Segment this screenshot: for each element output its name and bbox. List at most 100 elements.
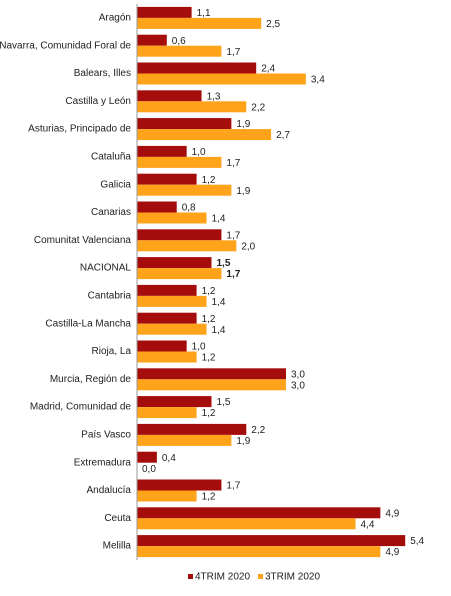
category-label: Extremadura [74,457,132,468]
value-label: 1,5 [217,397,231,408]
bar [137,323,207,335]
value-label: 4,9 [385,547,399,558]
value-label: 2,2 [251,102,265,113]
bar [137,257,212,269]
bar [137,268,222,280]
bar [137,284,197,296]
bar [137,507,381,519]
category-label: País Vasco [81,430,131,441]
value-label: 2,7 [276,130,290,141]
bar [137,45,222,57]
value-label: 1,4 [212,214,226,225]
category-label: Andalucía [87,485,132,496]
category-label: Castilla y León [65,96,131,107]
bar [137,90,202,102]
value-label: 4,9 [385,508,399,519]
value-label: 2,0 [241,241,255,252]
value-label: 3,4 [311,75,325,86]
category-label: Comunitat Valenciana [34,235,132,246]
bar [137,129,272,141]
bar [137,434,232,446]
legend-label: 3TRIM 2020 [265,572,320,583]
bar [137,101,247,113]
value-label: 0,4 [162,453,176,464]
value-label: 4,4 [361,519,375,530]
bar [137,156,222,168]
bar [137,351,197,363]
bar [137,340,187,352]
value-label: 0,8 [182,203,196,214]
bar [137,295,207,307]
value-label: 1,0 [192,147,206,158]
value-label: 1,5 [217,258,231,269]
value-label: 1,7 [226,47,240,58]
category-label: Cataluña [91,152,131,163]
bar [137,312,197,324]
value-label: 0,6 [172,36,186,47]
bar [137,118,232,130]
bar [137,368,286,380]
category-label: Asturias, Principado de [28,124,131,135]
bar [137,229,222,241]
value-label: 2,4 [261,64,275,75]
bar [137,451,157,463]
legend-swatch [188,574,193,579]
category-label: Ceuta [104,513,131,524]
value-label: 1,2 [202,314,216,325]
bar [137,201,177,213]
bar [137,479,222,491]
value-label: 1,7 [226,269,240,280]
category-label: Balears, Illes [74,68,131,79]
category-label: Castilla-La Mancha [45,318,131,329]
legend-label: 4TRIM 2020 [195,572,250,583]
category-label: NACIONAL [80,263,132,274]
value-label: 1,7 [226,481,240,492]
value-label: 1,2 [202,286,216,297]
value-label: 1,4 [212,297,226,308]
value-label: 3,0 [291,369,305,380]
value-label: 1,7 [226,158,240,169]
bar [137,145,187,157]
bar [137,17,262,29]
bar [137,379,286,391]
value-label: 1,4 [212,325,226,336]
category-label: Canarias [91,207,131,218]
category-label: Navarra, Comunidad Foral de [0,40,131,51]
value-label: 3,0 [291,380,305,391]
value-label: 2,2 [251,425,265,436]
bar [137,173,197,185]
value-label: 1,2 [202,175,216,186]
bar [137,535,406,547]
value-label: 5,4 [410,536,424,547]
bar [137,546,381,558]
value-label: 1,1 [197,8,211,19]
category-label: Galicia [100,179,131,190]
category-label: Cantabria [88,291,132,302]
value-label: 1,0 [192,342,206,353]
value-label: 0,0 [142,464,156,475]
bar [137,396,212,408]
category-label: Madrid, Comunidad de [30,402,132,413]
value-label: 2,5 [266,19,280,30]
bar [137,423,247,435]
value-label: 1,9 [236,119,250,130]
category-label: Rioja, La [92,346,132,357]
category-label: Melilla [103,541,132,552]
bar [137,184,232,196]
bar [137,518,356,530]
bar [137,212,207,224]
value-label: 1,9 [236,436,250,447]
bar [137,34,167,46]
bar [137,407,197,419]
category-label: Aragón [99,13,131,24]
value-label: 1,2 [202,492,216,503]
bar [137,490,197,502]
category-label: Murcia, Región de [50,374,132,385]
value-label: 1,3 [207,91,221,102]
value-label: 1,9 [236,186,250,197]
value-label: 1,2 [202,353,216,364]
value-label: 1,7 [226,230,240,241]
bar [137,240,237,252]
legend-swatch [258,574,263,579]
